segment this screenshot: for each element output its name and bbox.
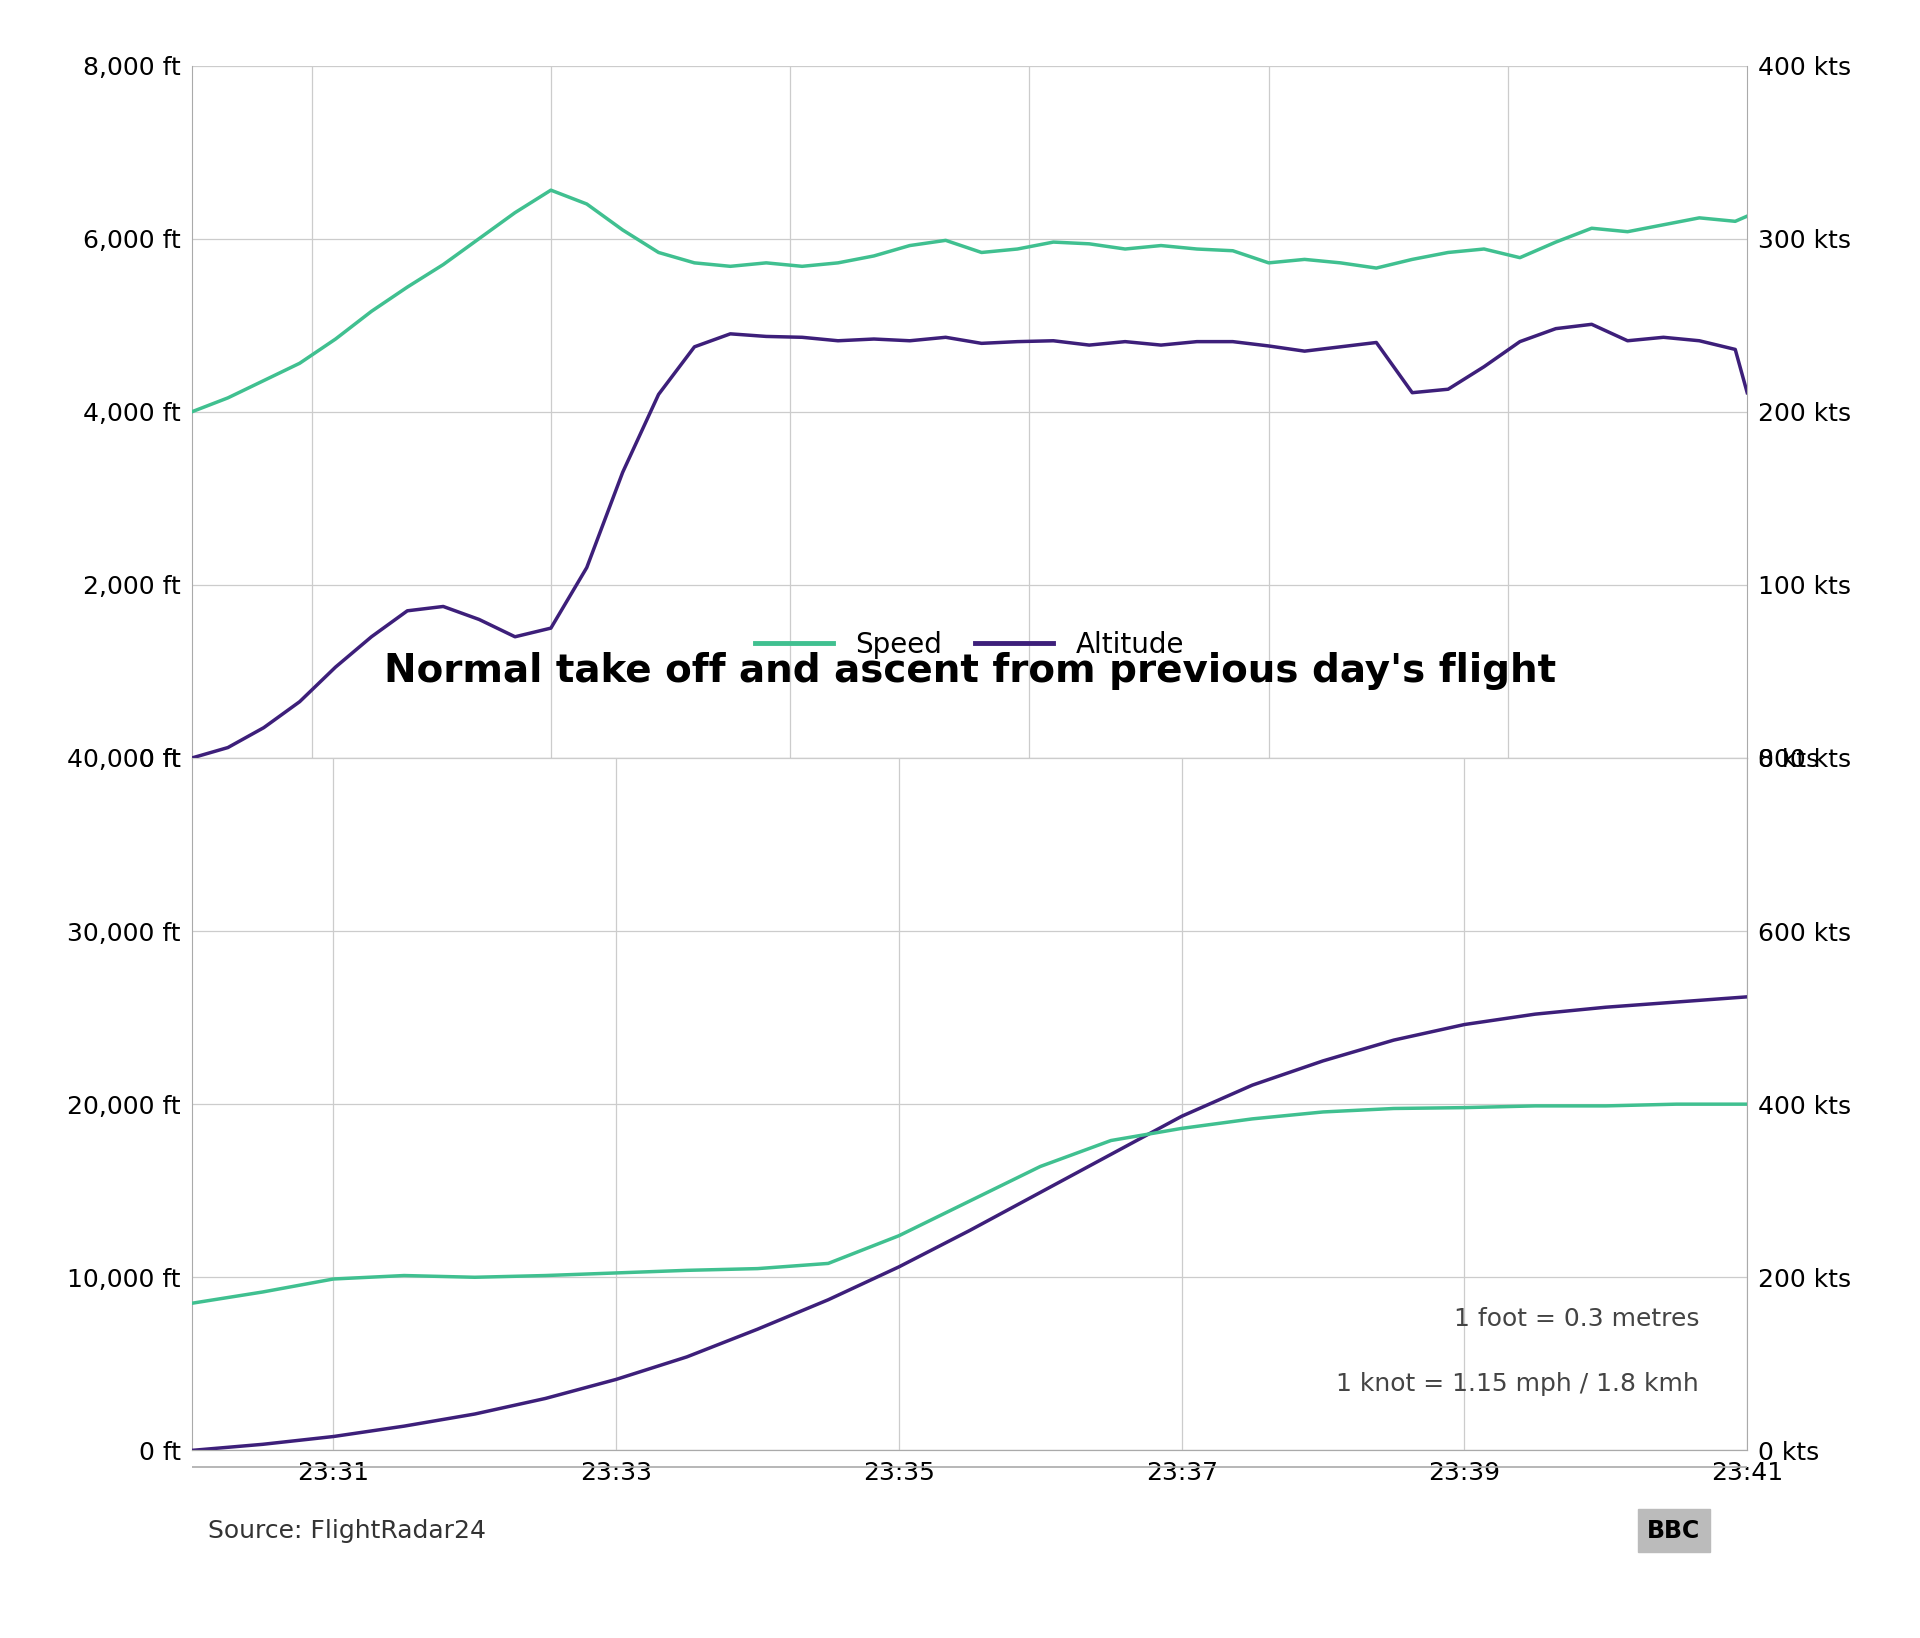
Legend: Speed, Altitude: Speed, Altitude	[745, 619, 1194, 670]
Text: BBC: BBC	[1647, 1518, 1701, 1543]
Text: Source: FlightRadar24: Source: FlightRadar24	[207, 1518, 486, 1543]
Text: 1 foot = 0.3 metres: 1 foot = 0.3 metres	[1453, 1307, 1699, 1330]
Text: 1 knot = 1.15 mph / 1.8 kmh: 1 knot = 1.15 mph / 1.8 kmh	[1336, 1373, 1699, 1396]
Title: Normal take off and ascent from previous day's flight: Normal take off and ascent from previous…	[384, 652, 1555, 690]
